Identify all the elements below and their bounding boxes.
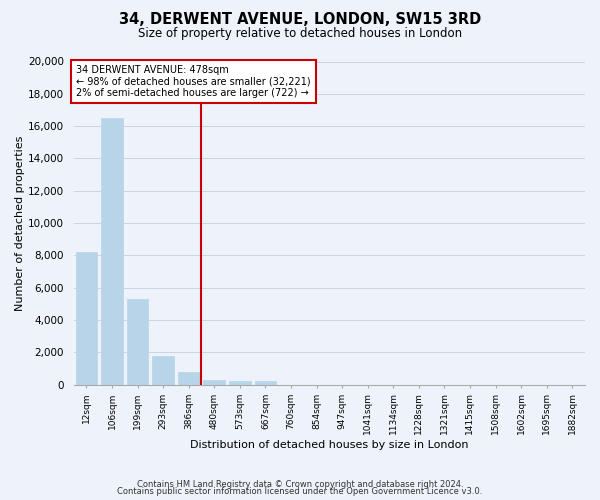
Bar: [229, 382, 251, 384]
Bar: [127, 299, 148, 384]
Text: Size of property relative to detached houses in London: Size of property relative to detached ho…: [138, 28, 462, 40]
Bar: [254, 382, 276, 384]
Bar: [76, 252, 97, 384]
Bar: [178, 372, 200, 384]
Bar: [203, 380, 225, 384]
Bar: [101, 118, 123, 384]
Text: Contains public sector information licensed under the Open Government Licence v3: Contains public sector information licen…: [118, 487, 482, 496]
Y-axis label: Number of detached properties: Number of detached properties: [15, 136, 25, 311]
X-axis label: Distribution of detached houses by size in London: Distribution of detached houses by size …: [190, 440, 469, 450]
Text: 34 DERWENT AVENUE: 478sqm
← 98% of detached houses are smaller (32,221)
2% of se: 34 DERWENT AVENUE: 478sqm ← 98% of detac…: [76, 64, 311, 98]
Text: Contains HM Land Registry data © Crown copyright and database right 2024.: Contains HM Land Registry data © Crown c…: [137, 480, 463, 489]
Text: 34, DERWENT AVENUE, LONDON, SW15 3RD: 34, DERWENT AVENUE, LONDON, SW15 3RD: [119, 12, 481, 28]
Bar: [152, 356, 174, 384]
